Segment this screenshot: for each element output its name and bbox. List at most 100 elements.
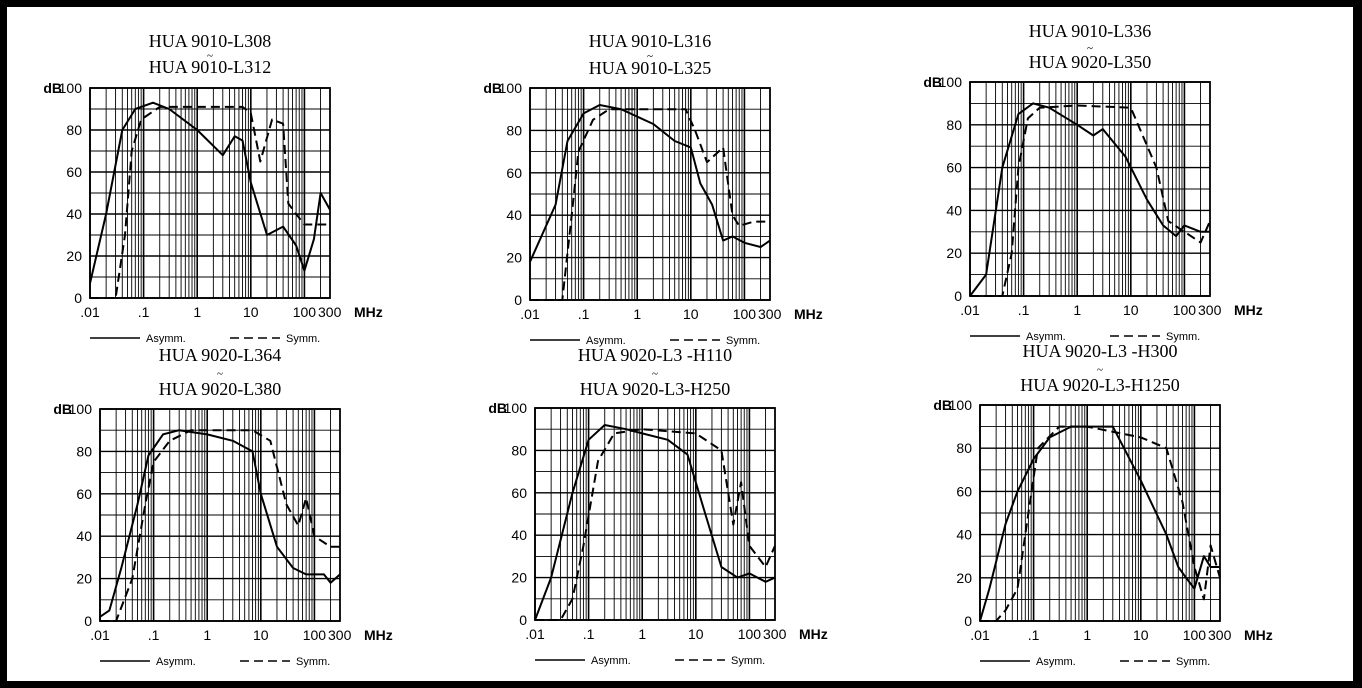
x-tick-label: 100 xyxy=(733,306,757,322)
x-tick-label: 300 xyxy=(328,627,352,643)
y-tick-label: 100 xyxy=(499,80,523,96)
y-tick-label: 60 xyxy=(66,164,82,180)
series-solid xyxy=(979,425,1220,622)
x-tick-label: 1 xyxy=(633,306,641,322)
y-tick-label: 100 xyxy=(939,74,963,90)
x-tick-label: .01 xyxy=(90,627,110,643)
chart-1: HUA 9010-L308~HUA 9010-L312020406080100d… xyxy=(43,31,382,345)
x-tick-label: .1 xyxy=(583,626,595,642)
y-tick-label: 40 xyxy=(956,527,972,543)
y-axis-unit: dB xyxy=(53,401,72,417)
series-solid xyxy=(89,101,331,284)
x-tick-label: .1 xyxy=(148,627,160,643)
chart-title-line1: HUA 9020-L364 xyxy=(159,345,282,365)
x-tick-label: 10 xyxy=(683,306,699,322)
y-tick-label: 40 xyxy=(511,527,527,543)
x-tick-label: 300 xyxy=(1198,302,1222,318)
y-tick-label: 20 xyxy=(76,571,92,587)
chart-title-line2: HUA 9020-L350 xyxy=(1029,52,1152,72)
chart-title-line2: HUA 9020-L3-H250 xyxy=(580,379,731,399)
x-axis-unit: MHz xyxy=(794,306,823,322)
plot-frame xyxy=(89,87,331,299)
title-range-tilde: ~ xyxy=(1097,364,1103,376)
y-tick-label: 80 xyxy=(76,443,92,459)
title-range-tilde: ~ xyxy=(652,368,658,380)
x-tick-label: 1 xyxy=(193,304,201,320)
series-solid xyxy=(99,429,341,618)
chart-4: HUA 9020-L364~HUA 9020-L380020406080100d… xyxy=(53,345,392,668)
y-tick-label: 0 xyxy=(74,290,82,306)
y-tick-label: 40 xyxy=(76,528,92,544)
x-tick-label: .1 xyxy=(138,304,150,320)
x-tick-label: 1 xyxy=(1073,302,1081,318)
y-tick-label: 100 xyxy=(69,401,93,417)
legend-label-symm: Symm. xyxy=(726,335,760,347)
title-range-tilde: ~ xyxy=(207,50,213,62)
y-tick-label: 80 xyxy=(506,122,522,138)
y-tick-label: 0 xyxy=(964,613,972,629)
legend-label-symm: Symm. xyxy=(286,333,320,345)
plot-frame xyxy=(534,407,776,621)
x-axis-unit: MHz xyxy=(1234,302,1263,318)
y-tick-label: 100 xyxy=(504,400,528,416)
series-solid xyxy=(534,424,776,621)
x-tick-label: 100 xyxy=(1173,302,1197,318)
chart-2: HUA 9010-L316~HUA 9010-L325020406080100d… xyxy=(483,31,822,347)
legend-label-asymm: Asymm. xyxy=(586,335,626,347)
x-tick-label: 10 xyxy=(243,304,259,320)
chart-3: HUA 9010-L336~HUA 9020-L350020406080100d… xyxy=(923,21,1262,343)
x-tick-label: .1 xyxy=(1018,302,1030,318)
x-tick-label: .01 xyxy=(970,627,990,643)
y-axis-unit: dB xyxy=(933,397,952,413)
x-tick-label: 300 xyxy=(758,306,782,322)
legend-label-asymm: Asymm. xyxy=(591,655,631,667)
plot-frame xyxy=(529,87,771,301)
x-axis-unit: MHz xyxy=(1244,627,1273,643)
y-tick-label: 0 xyxy=(519,612,527,628)
series-dashed xyxy=(530,108,770,301)
x-tick-label: .01 xyxy=(525,626,545,642)
legend-label-symm: Symm. xyxy=(1166,331,1200,343)
y-axis-unit: dB xyxy=(483,80,502,96)
x-tick-label: 100 xyxy=(1183,627,1207,643)
x-tick-label: 1 xyxy=(203,627,211,643)
x-tick-label: 100 xyxy=(293,304,317,320)
title-range-tilde: ~ xyxy=(1087,43,1093,55)
x-tick-label: .01 xyxy=(960,302,980,318)
x-tick-label: 10 xyxy=(1133,627,1149,643)
y-tick-label: 40 xyxy=(66,206,82,222)
y-tick-label: 0 xyxy=(954,288,962,304)
y-tick-label: 0 xyxy=(84,613,92,629)
series-dashed xyxy=(90,105,330,299)
y-tick-label: 60 xyxy=(76,486,92,502)
x-tick-label: 300 xyxy=(763,626,787,642)
y-tick-label: 20 xyxy=(66,248,82,264)
x-tick-label: 1 xyxy=(1083,627,1091,643)
legend-label-asymm: Asymm. xyxy=(1026,331,1066,343)
chart-title-line2: HUA 9010-L325 xyxy=(589,58,712,78)
legend-label-symm: Symm. xyxy=(1176,656,1210,668)
series-solid xyxy=(969,102,1210,297)
x-tick-label: .01 xyxy=(520,306,540,322)
series-dashed xyxy=(980,425,1221,622)
y-tick-label: 20 xyxy=(506,250,522,266)
title-range-tilde: ~ xyxy=(647,51,653,63)
y-tick-label: 80 xyxy=(66,122,82,138)
series-dashed xyxy=(970,104,1211,297)
x-tick-label: 10 xyxy=(253,627,269,643)
plot-frame xyxy=(99,408,341,622)
y-tick-label: 60 xyxy=(506,165,522,181)
chart-5: HUA 9020-L3 -H110 ~HUA 9020-L3-H250 0 20 40 6… xyxy=(488,345,827,667)
chart-title-line1: HUA 9020-L3 -H110 xyxy=(578,345,732,365)
y-tick-label: 20 xyxy=(956,570,972,586)
x-tick-label: 300 xyxy=(318,304,342,320)
chart-6: HUA 9020-L3 -H300 ~HUA 9020-L3-H1250 0 20 40… xyxy=(933,341,1272,668)
x-axis-unit: MHz xyxy=(364,627,393,643)
y-tick-label: 40 xyxy=(506,207,522,223)
chart-title-line1: HUA 9010-L308 xyxy=(149,31,272,51)
series-dashed xyxy=(535,428,776,621)
y-tick-label: 100 xyxy=(59,80,83,96)
chart-title-line2: HUA 9010-L312 xyxy=(149,57,272,77)
y-axis-unit: dB xyxy=(488,400,507,416)
